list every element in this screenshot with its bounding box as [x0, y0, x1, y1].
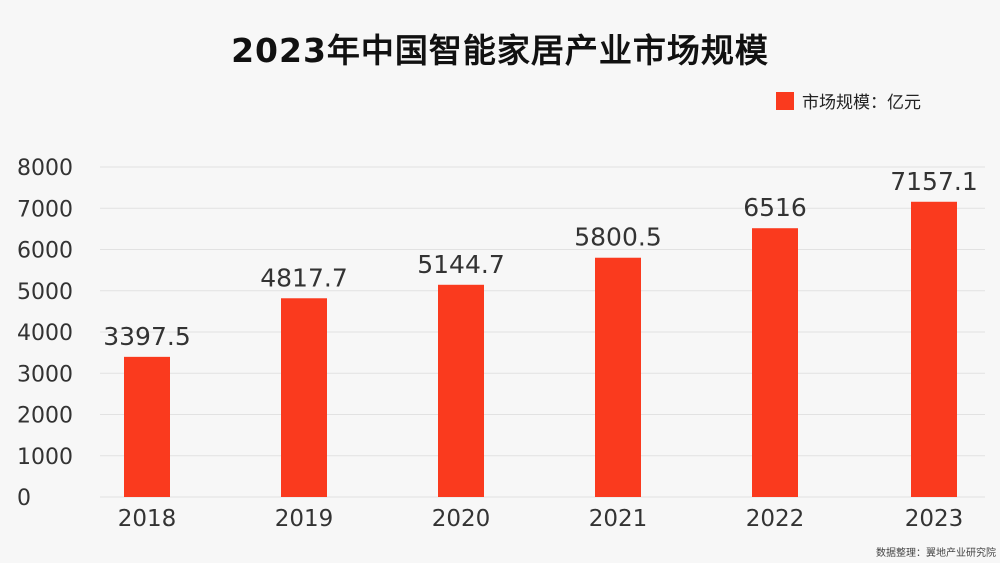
y-tick-label: 3000	[17, 362, 73, 387]
data-label-2020: 5144.7	[417, 250, 504, 279]
chart-title: 2023年中国智能家居产业市场规模	[231, 31, 769, 70]
x-axis-categories: 2018 2019 2020 2021 2022 2023	[118, 506, 964, 532]
y-tick-label: 1000	[17, 445, 73, 470]
bar-2023	[911, 201, 957, 497]
x-category-label: 2021	[589, 506, 648, 532]
source-note: 数据整理：翼地产业研究院	[876, 546, 996, 559]
legend: 市场规模：亿元	[776, 92, 921, 113]
bar-2022	[752, 228, 798, 497]
bar-2018	[124, 356, 170, 497]
y-tick-label: 7000	[17, 197, 73, 222]
y-axis-ticks: 0 1000 2000 3000 4000 5000 6000 7000 8000	[17, 156, 73, 511]
x-category-label: 2019	[275, 506, 334, 532]
bar-2019	[281, 298, 327, 497]
data-label-2018: 3397.5	[103, 322, 190, 351]
y-tick-label: 8000	[17, 156, 73, 181]
bars	[124, 201, 957, 497]
bar-2020	[438, 284, 484, 497]
y-tick-label: 0	[17, 486, 31, 511]
y-tick-label: 2000	[17, 404, 73, 429]
gridlines	[100, 166, 985, 498]
x-category-label: 2018	[118, 506, 177, 532]
data-label-2021: 5800.5	[574, 223, 661, 252]
data-label-2023: 7157.1	[890, 167, 977, 196]
bar-2021	[595, 257, 641, 497]
legend-label: 市场规模：亿元	[802, 93, 921, 113]
x-category-label: 2020	[432, 506, 491, 532]
x-category-label: 2022	[746, 506, 805, 532]
x-category-label: 2023	[905, 506, 964, 532]
y-tick-label: 6000	[17, 239, 73, 264]
data-label-2022: 6516	[743, 193, 807, 222]
data-labels: 3397.5 4817.7 5144.7 5800.5 6516 7157.1	[103, 167, 977, 351]
y-tick-label: 5000	[17, 280, 73, 305]
data-label-2019: 4817.7	[260, 263, 347, 292]
legend-swatch	[776, 92, 794, 110]
y-tick-label: 4000	[17, 321, 73, 346]
